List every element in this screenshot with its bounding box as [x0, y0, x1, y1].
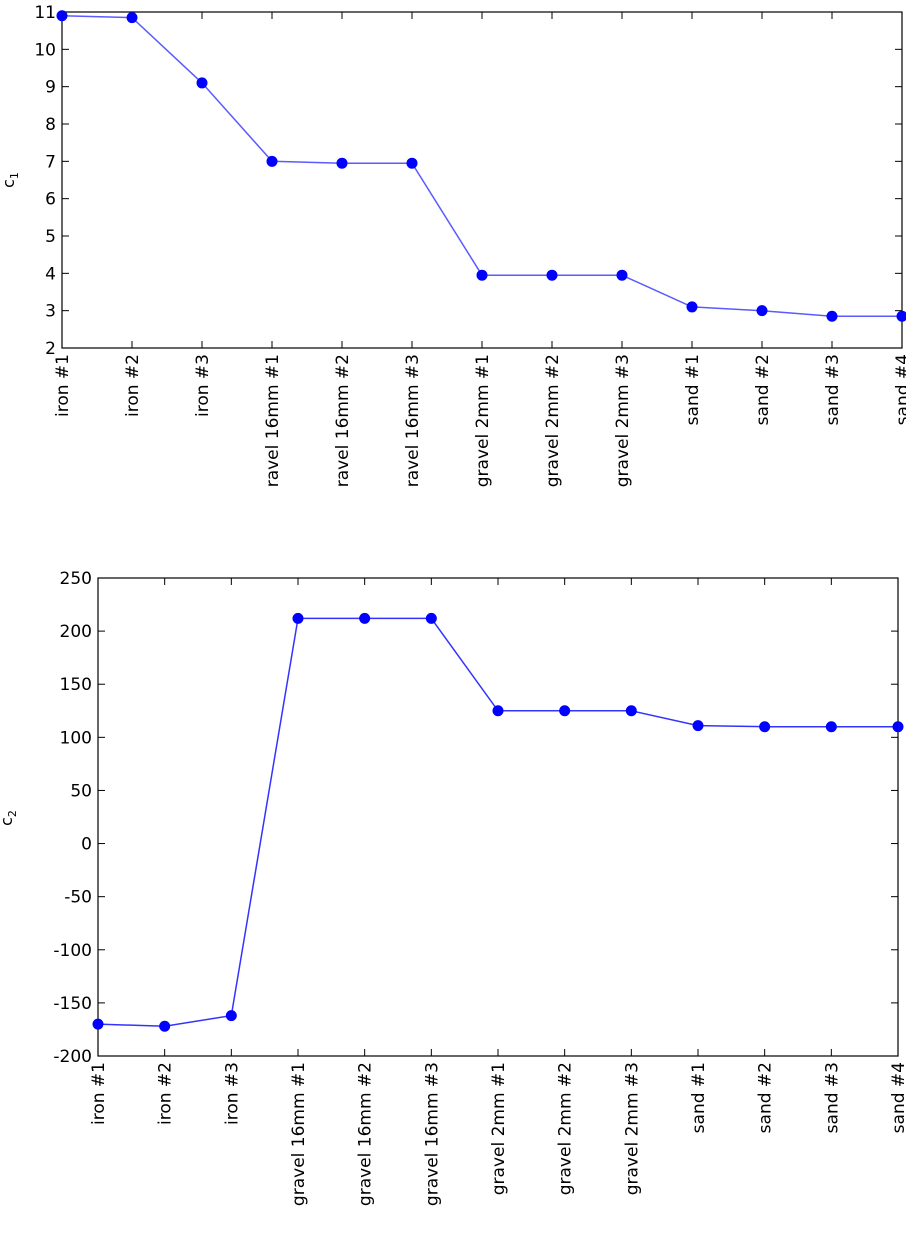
- series-line: [97, 617, 898, 1028]
- y-axis-label-main: c: [0, 179, 18, 188]
- x-tick-label: iron #1: [89, 1062, 109, 1125]
- x-tick-label: gravel 16mm #3: [422, 1062, 442, 1206]
- y-tick-label: 10: [34, 40, 56, 60]
- y-tick-label: 7: [45, 152, 56, 172]
- data-point: [546, 269, 558, 281]
- x-tick-label: sand #4: [893, 354, 906, 425]
- y-axis-label: c2: [0, 810, 19, 826]
- y-tick-label: 8: [45, 115, 56, 135]
- x-tick-label: iron #2: [123, 354, 143, 417]
- y-tick-label: 100: [60, 728, 92, 748]
- y-tick-label: 3: [45, 302, 56, 322]
- chart-c1: 2 3 4 5 6 7 8 9 10 11 iron #1 iron #2 iron #3 ravel 1…: [0, 3, 906, 487]
- y-axis-label-subscript: 2: [6, 810, 19, 817]
- y-tick-label: -200: [53, 1047, 92, 1067]
- x-tick-label: iron #1: [53, 354, 73, 417]
- data-point: [826, 310, 838, 322]
- x-tick-label: iron #3: [222, 1062, 242, 1125]
- x-tick-label: gravel 16mm #1: [289, 1062, 309, 1206]
- y-tick-label: 50: [70, 781, 92, 801]
- data-point: [425, 612, 437, 624]
- x-tick-label: sand #2: [753, 354, 773, 425]
- data-point: [686, 301, 698, 313]
- y-tick-label: 2: [45, 339, 56, 359]
- y-tick-label: 0: [81, 835, 92, 855]
- y-tick-label: 9: [45, 78, 56, 98]
- x-tick-label: gravel 2mm #2: [543, 354, 563, 487]
- x-tick-label: gravel 16mm #2: [356, 1062, 376, 1206]
- data-point: [896, 310, 906, 322]
- y-axis-label-main: c: [0, 817, 16, 826]
- x-tick-label: ravel 16mm #3: [403, 354, 423, 487]
- y-tick-label: 150: [60, 675, 92, 695]
- plot-frame: [61, 11, 903, 349]
- data-point: [692, 720, 704, 732]
- y-tick-label: 250: [60, 569, 92, 589]
- data-point: [225, 1010, 237, 1022]
- y-tick-label: -50: [64, 888, 92, 908]
- data-point: [406, 157, 418, 169]
- y-axis-label-subscript: 1: [8, 172, 21, 179]
- data-point: [559, 705, 571, 717]
- data-point: [336, 157, 348, 169]
- x-tick-label: sand #3: [823, 354, 843, 425]
- x-tick-label: sand #1: [683, 354, 703, 425]
- data-point: [492, 705, 504, 717]
- x-tick-label: sand #4: [889, 1062, 906, 1133]
- y-tick-label: 4: [45, 264, 56, 284]
- x-tick-label: ravel 16mm #2: [333, 354, 353, 487]
- data-point: [266, 155, 278, 167]
- data-point: [196, 77, 208, 89]
- chart-c2: -200 -150 -100 -50 0 50 100 150 200 250 iron #1 iro…: [0, 569, 906, 1206]
- x-tick-label: ravel 16mm #1: [263, 354, 283, 487]
- data-point: [292, 612, 304, 624]
- y-axis-label: c1: [0, 172, 21, 188]
- x-tick-label: gravel 2mm #1: [489, 1062, 509, 1195]
- x-tick-label: sand #2: [756, 1062, 776, 1133]
- y-tick-label: 200: [60, 622, 92, 642]
- x-tick-label: sand #3: [822, 1062, 842, 1133]
- data-point: [159, 1020, 171, 1032]
- x-tick-label: iron #2: [156, 1062, 176, 1125]
- x-tick-label: iron #3: [193, 354, 213, 417]
- y-tick-label: -100: [53, 941, 92, 961]
- y-tick-label: 5: [45, 227, 56, 247]
- data-point: [825, 721, 837, 733]
- data-point: [359, 612, 371, 624]
- x-tick-label: gravel 2mm #1: [473, 354, 493, 487]
- data-point: [616, 269, 628, 281]
- x-tick-label: gravel 2mm #2: [556, 1062, 576, 1195]
- data-point: [892, 721, 904, 733]
- x-tick-label: gravel 2mm #3: [613, 354, 633, 487]
- y-tick-label: -150: [53, 994, 92, 1014]
- data-point: [476, 269, 488, 281]
- x-tick-label: sand #1: [689, 1062, 709, 1133]
- plot-frame: [97, 577, 899, 1057]
- data-point: [625, 705, 637, 717]
- data-point: [56, 10, 68, 22]
- data-point: [126, 12, 138, 24]
- x-tick-label: gravel 2mm #3: [622, 1062, 642, 1195]
- data-point: [92, 1018, 104, 1030]
- data-point: [756, 305, 768, 317]
- y-tick-label: 11: [34, 3, 56, 23]
- data-point: [759, 721, 771, 733]
- y-tick-label: 6: [45, 190, 56, 210]
